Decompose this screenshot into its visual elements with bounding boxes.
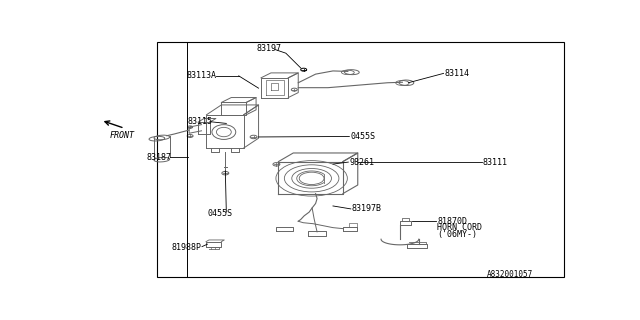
Text: FRONT: FRONT xyxy=(110,131,135,140)
Text: ('06MY-): ('06MY-) xyxy=(437,229,477,238)
Text: 81988P: 81988P xyxy=(172,243,202,252)
Text: A832001057: A832001057 xyxy=(486,270,533,279)
Text: 83113A: 83113A xyxy=(187,71,216,80)
Text: 83111: 83111 xyxy=(483,157,508,167)
Bar xyxy=(157,42,564,277)
Text: 83115: 83115 xyxy=(188,117,212,126)
Text: 0455S: 0455S xyxy=(208,209,233,218)
Text: 83197B: 83197B xyxy=(352,204,382,213)
Text: 83197: 83197 xyxy=(256,44,281,53)
Text: 98261: 98261 xyxy=(349,157,374,167)
Text: HORN CORD: HORN CORD xyxy=(437,223,482,232)
Text: 0455S: 0455S xyxy=(350,132,375,141)
Text: 83114: 83114 xyxy=(445,69,470,78)
Text: 83187: 83187 xyxy=(147,153,172,162)
Text: 81870D: 81870D xyxy=(437,217,467,226)
